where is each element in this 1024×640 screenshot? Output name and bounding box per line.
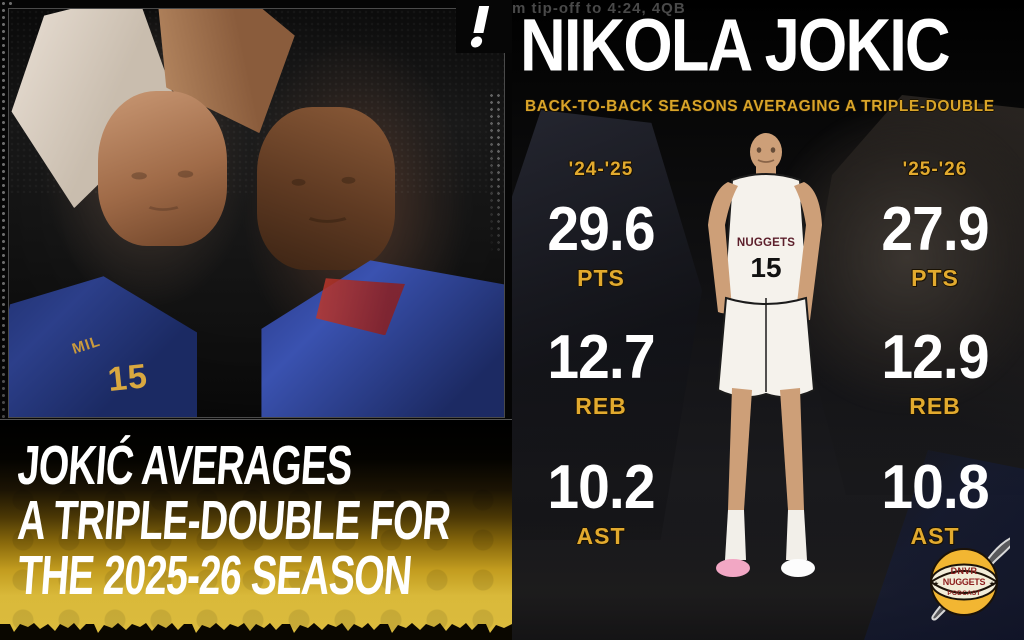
svg-text:NUGGETS: NUGGETS <box>737 237 795 249</box>
svg-text:15: 15 <box>106 357 150 399</box>
svg-text:NUGGETS: NUGGETS <box>943 577 986 587</box>
svg-text:DNVR: DNVR <box>951 566 978 576</box>
svg-text:PODCAST: PODCAST <box>947 590 980 597</box>
svg-text:★: ★ <box>989 580 995 588</box>
svg-text:★: ★ <box>933 580 939 588</box>
svg-text:15: 15 <box>750 252 781 283</box>
svg-text:MIL: MIL <box>70 333 103 358</box>
